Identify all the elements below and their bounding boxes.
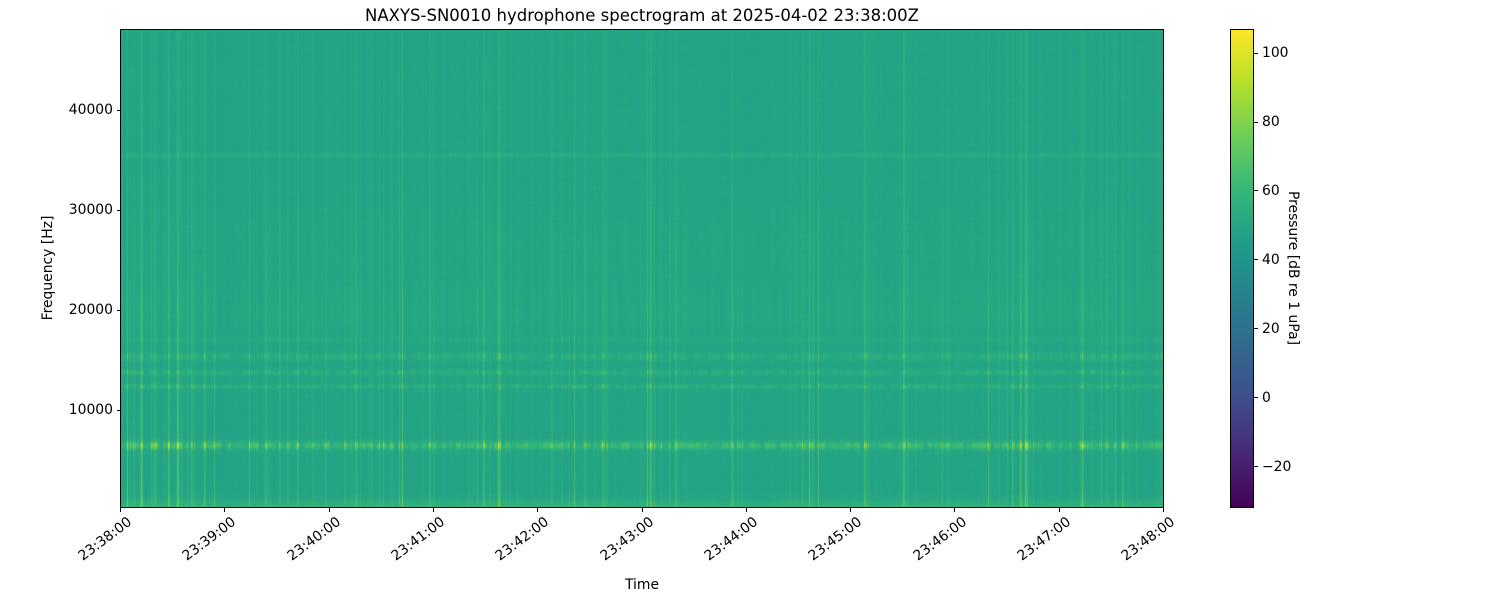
colorbar-tick-label: −20	[1262, 458, 1292, 475]
colorbar-tick-mark	[1254, 328, 1258, 330]
y-tick-label: 30000	[68, 202, 113, 218]
x-tick-mark	[432, 508, 434, 512]
colorbar-tick-label: 0	[1262, 389, 1271, 406]
x-tick-label: 23:42:00	[492, 514, 553, 565]
x-tick-mark	[120, 508, 121, 512]
x-tick-label: 23:46:00	[910, 514, 970, 565]
x-tick-label: 23:48:00	[1118, 514, 1179, 565]
x-tick-mark	[224, 508, 226, 512]
spectrogram-canvas	[121, 30, 1163, 507]
y-tick-label: 40000	[68, 102, 113, 118]
x-axis-label: Time	[625, 577, 659, 593]
colorbar-tick-label: 40	[1262, 251, 1280, 268]
colorbar-tick-mark	[1254, 190, 1258, 192]
x-tick-mark	[954, 508, 956, 512]
chart-title: NAXYS-SN0010 hydrophone spectrogram at 2…	[365, 6, 919, 25]
y-axis-label: Frequency [Hz]	[40, 215, 56, 321]
y-tick-label: 20000	[68, 302, 113, 318]
colorbar-tick-mark	[1254, 121, 1258, 123]
colorbar	[1230, 29, 1254, 508]
colorbar-tick-label: 80	[1262, 114, 1280, 131]
x-tick-mark	[745, 508, 747, 512]
colorbar-tick-mark	[1254, 52, 1258, 54]
colorbar-label: Pressure [dB re 1 uPa]	[1285, 190, 1301, 346]
colorbar-tick-label: 100	[1262, 45, 1289, 62]
y-tick-mark	[116, 409, 120, 411]
colorbar-tick-mark	[1254, 397, 1258, 399]
y-tick-label: 10000	[68, 402, 113, 418]
x-tick-label: 23:41:00	[388, 514, 449, 565]
x-tick-label: 23:40:00	[284, 514, 344, 565]
x-tick-mark	[850, 508, 852, 512]
x-tick-label: 23:43:00	[597, 514, 657, 565]
y-tick-mark	[116, 309, 120, 311]
x-tick-label: 23:39:00	[179, 514, 240, 565]
x-tick-label: 23:45:00	[805, 514, 866, 565]
x-tick-label: 23:44:00	[701, 514, 761, 565]
x-tick-mark	[1163, 508, 1164, 512]
x-tick-mark	[641, 508, 643, 512]
colorbar-tick-mark	[1254, 259, 1258, 261]
y-tick-mark	[116, 209, 120, 211]
colorbar-tick-mark	[1254, 466, 1258, 468]
colorbar-tick-label: 20	[1262, 320, 1280, 337]
x-tick-mark	[1058, 508, 1060, 512]
x-tick-mark	[328, 508, 330, 512]
y-tick-mark	[116, 109, 120, 111]
plot-area	[120, 29, 1164, 508]
colorbar-tick-label: 60	[1262, 182, 1280, 199]
x-tick-label: 23:38:00	[75, 514, 136, 565]
x-tick-label: 23:47:00	[1014, 514, 1074, 565]
x-tick-mark	[537, 508, 539, 512]
